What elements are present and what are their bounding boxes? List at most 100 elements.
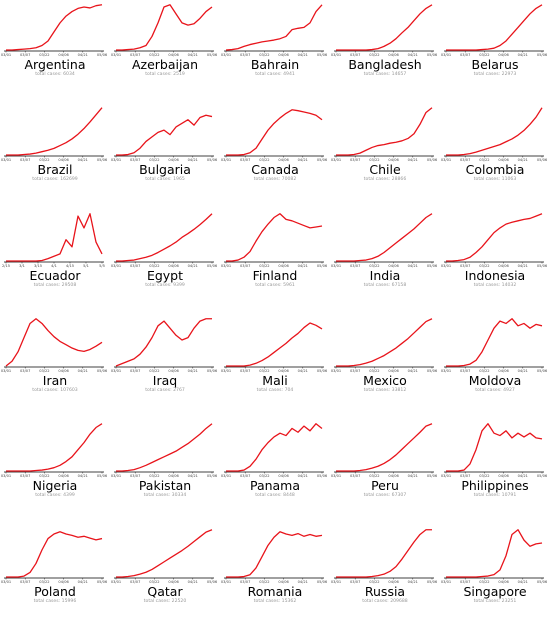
total-cases-label: total cases: 15996 xyxy=(33,598,77,604)
cases-line xyxy=(336,212,433,262)
x-tick-label: 05/06 xyxy=(427,264,438,268)
country-name: Mexico xyxy=(363,372,407,388)
country-panel: 2/15 3/1 3/15 4/1 4/15 5/1 5/5 Ecuador total cas… xyxy=(0,209,110,314)
x-tick-label: 03/01 xyxy=(331,53,341,57)
x-tick-label: 03/22 xyxy=(259,474,269,478)
x-tick-label: 03/07 xyxy=(350,158,360,162)
x-tick-label: 03/01 xyxy=(1,474,11,478)
x-tick-label: 05/06 xyxy=(97,580,108,584)
country-panel: 03/01 03/07 03/22 04/06 04/21 05/06 Argentina t… xyxy=(0,0,110,103)
x-tick-label: 03/07 xyxy=(350,580,360,584)
x-tick-label: 04/21 xyxy=(518,264,528,268)
x-tick-label: 05/06 xyxy=(317,580,328,584)
x-tick-label: 04/06 xyxy=(168,369,179,373)
total-cases-label: total cases: 14657 xyxy=(363,72,407,77)
country-name: Bulgaria xyxy=(139,162,191,178)
x-tick-label: 04/06 xyxy=(388,474,399,478)
x-tick-label: 03/07 xyxy=(460,580,470,584)
cases-line xyxy=(336,107,433,156)
x-tick-label: 04/21 xyxy=(518,474,528,478)
country-line-chart: 03/01 03/07 03/22 04/06 04/21 05/06 xyxy=(221,109,328,162)
country-name: Philippines xyxy=(461,478,529,494)
x-tick-label: 05/06 xyxy=(97,474,108,478)
x-tick-label: 04/21 xyxy=(78,580,88,584)
x-tick-label: 05/06 xyxy=(427,369,438,373)
x-tick-label: 03/01 xyxy=(221,474,231,478)
x-tick-label: 03/22 xyxy=(259,369,269,373)
x-tick-label: 05/06 xyxy=(317,158,328,162)
country-panel: 03/01 03/07 03/22 04/06 04/21 05/06 Iraq total … xyxy=(110,314,220,419)
x-tick-label: 03/07 xyxy=(240,264,250,268)
x-tick-label: 05/06 xyxy=(427,580,438,584)
total-cases-label: total cases: 67307 xyxy=(363,493,407,499)
x-tick-label: 03/01 xyxy=(331,369,341,373)
x-tick-label: 03/22 xyxy=(369,369,379,373)
cases-line xyxy=(116,528,213,578)
x-tick-label: 05/06 xyxy=(537,580,548,584)
country-line-chart: 03/01 03/07 03/22 04/06 04/21 05/06 xyxy=(1,423,108,478)
x-tick-label: 04/06 xyxy=(58,369,69,373)
cases-line xyxy=(446,107,543,156)
x-tick-label: 03/01 xyxy=(331,580,341,584)
country-name: Mali xyxy=(262,372,288,388)
country-line-chart: 03/01 03/07 03/22 04/06 04/21 05/06 xyxy=(331,423,438,478)
x-tick-label: 03/01 xyxy=(221,53,231,57)
x-tick-label: 03/22 xyxy=(369,580,379,584)
country-line-chart: 03/01 03/07 03/22 04/06 04/21 05/06 xyxy=(441,423,548,478)
country-panel: 03/01 03/07 03/22 04/06 04/21 05/06 Peru total … xyxy=(330,419,440,524)
x-tick-label: 03/22 xyxy=(369,474,379,478)
x-tick-label: 05/06 xyxy=(317,474,328,478)
x-tick-label: 05/06 xyxy=(97,53,108,57)
country-line-chart: 03/01 03/07 03/22 04/06 04/21 05/06 xyxy=(1,107,108,162)
x-tick-label: 03/01 xyxy=(1,53,11,57)
x-tick-label: 03/22 xyxy=(39,474,49,478)
country-panel: 03/01 03/07 03/22 04/06 04/21 05/06 Romania tot… xyxy=(220,525,330,630)
x-tick-label: 04/06 xyxy=(278,158,289,162)
x-tick-label: 03/22 xyxy=(369,264,379,268)
total-cases-label: total cases: 33812 xyxy=(363,387,407,393)
country-panel: 03/01 03/07 03/22 04/06 04/21 05/06 Philippine… xyxy=(440,419,550,524)
x-tick-label: 05/06 xyxy=(427,474,438,478)
total-cases-label: total cases: 70082 xyxy=(253,177,297,183)
country-line-chart: 03/01 03/07 03/22 04/06 04/21 05/06 xyxy=(441,317,548,373)
x-tick-label: 04/06 xyxy=(498,53,509,57)
country-line-chart: 03/01 03/07 03/22 04/06 04/21 05/06 xyxy=(111,528,218,584)
country-name: India xyxy=(369,267,401,283)
total-cases-label: total cases: 30334 xyxy=(143,493,187,499)
total-cases-label: total cases: 162699 xyxy=(32,177,78,183)
country-name: Brazil xyxy=(37,162,73,178)
country-name: Iran xyxy=(42,372,68,388)
x-tick-label: 04/21 xyxy=(408,264,418,268)
total-cases-label: total cases: 67158 xyxy=(363,282,407,288)
cases-line xyxy=(336,4,433,51)
x-tick-label: 04/06 xyxy=(388,158,399,162)
x-tick-label: 04/06 xyxy=(58,580,69,584)
cases-line xyxy=(116,212,213,262)
x-tick-label: 03/01 xyxy=(111,264,121,268)
x-tick-label: 3/15 xyxy=(34,264,42,268)
x-tick-label: 05/06 xyxy=(207,264,218,268)
x-tick-label: 03/01 xyxy=(441,264,451,268)
country-line-chart: 03/01 03/07 03/22 04/06 04/21 05/06 xyxy=(221,4,328,57)
cases-line xyxy=(116,423,213,472)
x-tick-label: 04/21 xyxy=(408,369,418,373)
x-tick-label: 04/21 xyxy=(408,580,418,584)
x-tick-label: 03/01 xyxy=(1,369,11,373)
x-tick-label: 03/22 xyxy=(369,53,379,57)
total-cases-label: total cases: 28866 xyxy=(363,177,407,183)
country-panel: 03/01 03/07 03/22 04/06 04/21 05/06 Nigeria tot… xyxy=(0,419,110,524)
x-tick-label: 03/01 xyxy=(441,580,451,584)
cases-line xyxy=(336,528,432,578)
country-name: Moldova xyxy=(468,372,522,388)
country-name: Nigeria xyxy=(32,478,78,494)
country-line-chart: 03/01 03/07 03/22 04/06 04/21 05/06 xyxy=(331,107,438,162)
x-tick-label: 03/22 xyxy=(39,580,49,584)
x-tick-label: 04/21 xyxy=(298,369,308,373)
x-tick-label: 04/21 xyxy=(518,369,528,373)
x-tick-label: 03/07 xyxy=(130,580,140,584)
x-tick-label: 04/06 xyxy=(168,264,179,268)
x-tick-label: 04/06 xyxy=(388,53,399,57)
cases-line xyxy=(446,317,543,367)
cases-line xyxy=(225,4,323,51)
country-panel: 03/01 03/07 03/22 04/06 04/21 05/06 Azerbaijan… xyxy=(110,0,220,103)
